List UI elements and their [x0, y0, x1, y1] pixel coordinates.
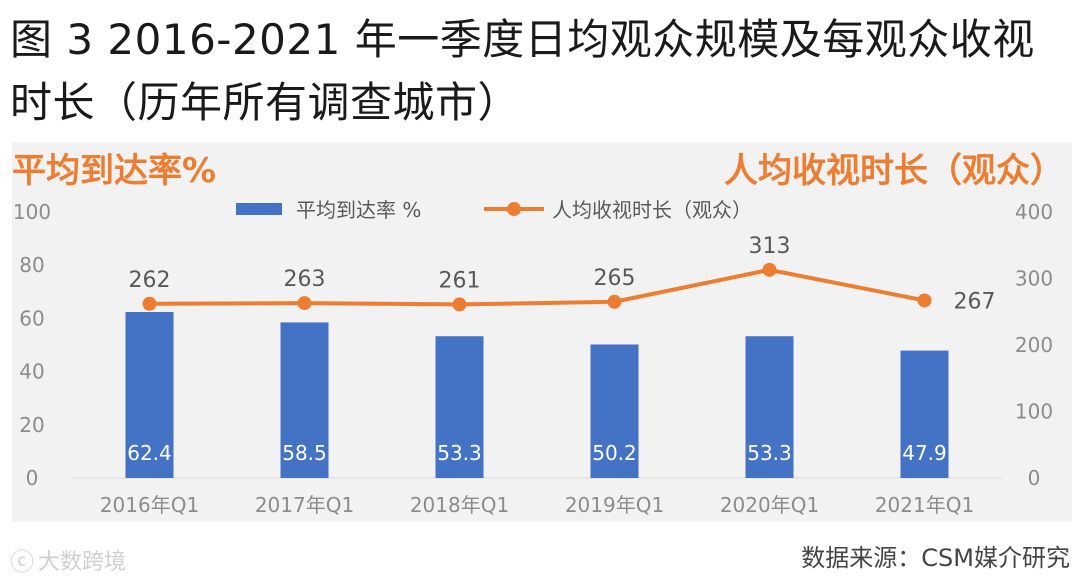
y-tick-label: 40	[19, 360, 44, 384]
right-axis-title: 人均收视时长（观众）	[724, 151, 1064, 191]
bar	[900, 350, 949, 478]
line-point	[297, 296, 312, 311]
x-tick-label: 2016年Q1	[100, 493, 199, 517]
x-tick-label: 2018年Q1	[410, 493, 509, 517]
legend-line-marker	[507, 202, 521, 216]
line-data-label: 313	[749, 234, 791, 259]
y-tick-label: 60	[19, 306, 44, 330]
y-tick-label: 0	[26, 466, 39, 490]
bar	[590, 344, 639, 478]
y2-tick-label: 200	[1015, 333, 1053, 357]
bar	[125, 312, 174, 478]
watermark-text: 大数跨境	[38, 549, 127, 575]
y-tick-label: 100	[13, 200, 51, 224]
bar	[745, 336, 794, 478]
x-tick-label: 2017年Q1	[255, 493, 354, 517]
line-data-label: 262	[129, 268, 171, 293]
legend-line-label: 人均收视时长（观众）	[552, 198, 752, 222]
line-point	[607, 294, 622, 309]
bar	[435, 336, 484, 478]
x-tick-label: 2020年Q1	[720, 493, 819, 517]
y2-tick-label: 0	[1028, 466, 1041, 490]
y2-tick-label: 300	[1015, 267, 1053, 291]
line-data-label: 263	[284, 267, 326, 292]
source-note: 数据来源：CSM媒介研究	[801, 544, 1070, 572]
left-axis-title: 平均到达率%	[12, 151, 216, 191]
bar	[280, 322, 329, 478]
x-tick-label: 2019年Q1	[565, 493, 664, 517]
y-tick-label: 20	[19, 413, 44, 437]
bar-data-label: 47.9	[902, 441, 947, 465]
bar-data-label: 53.3	[437, 441, 482, 465]
legend-bar-label: 平均到达率 %	[296, 198, 421, 222]
y-tick-label: 80	[19, 253, 44, 277]
line-point	[142, 296, 157, 311]
y2-tick-label: 400	[1015, 200, 1053, 224]
bar-data-label: 62.4	[127, 441, 172, 465]
line-data-label: 265	[594, 266, 636, 291]
chart-panel: 平均到达率% 人均收视时长（观众） 平均到达率 % 人均收视时长（观众） 0 20 40 60…	[12, 142, 1072, 522]
watermark-logo: ⓒ 大数跨境	[10, 542, 126, 577]
watermark-icon: ⓒ	[10, 548, 34, 576]
page-title: 图 3 2016-2021 年一季度日均观众规模及每观众收视时长（历年所有调查城…	[10, 15, 1035, 127]
combo-chart: 平均到达率% 人均收视时长（观众） 平均到达率 % 人均收视时长（观众） 0 20 40 60…	[12, 151, 1064, 517]
line-data-label: 261	[439, 268, 481, 293]
bar-data-label: 50.2	[592, 441, 637, 465]
y2-tick-label: 100	[1015, 400, 1053, 424]
x-tick-label: 2021年Q1	[875, 493, 974, 517]
line-point	[762, 262, 777, 277]
line-series	[149, 267, 925, 307]
line-point	[917, 293, 932, 308]
line-data-label: 267	[954, 289, 996, 314]
line-point	[452, 297, 467, 312]
bar-data-label: 58.5	[282, 441, 327, 465]
bar-data-label: 53.3	[747, 441, 792, 465]
legend-bar-swatch	[236, 203, 282, 215]
